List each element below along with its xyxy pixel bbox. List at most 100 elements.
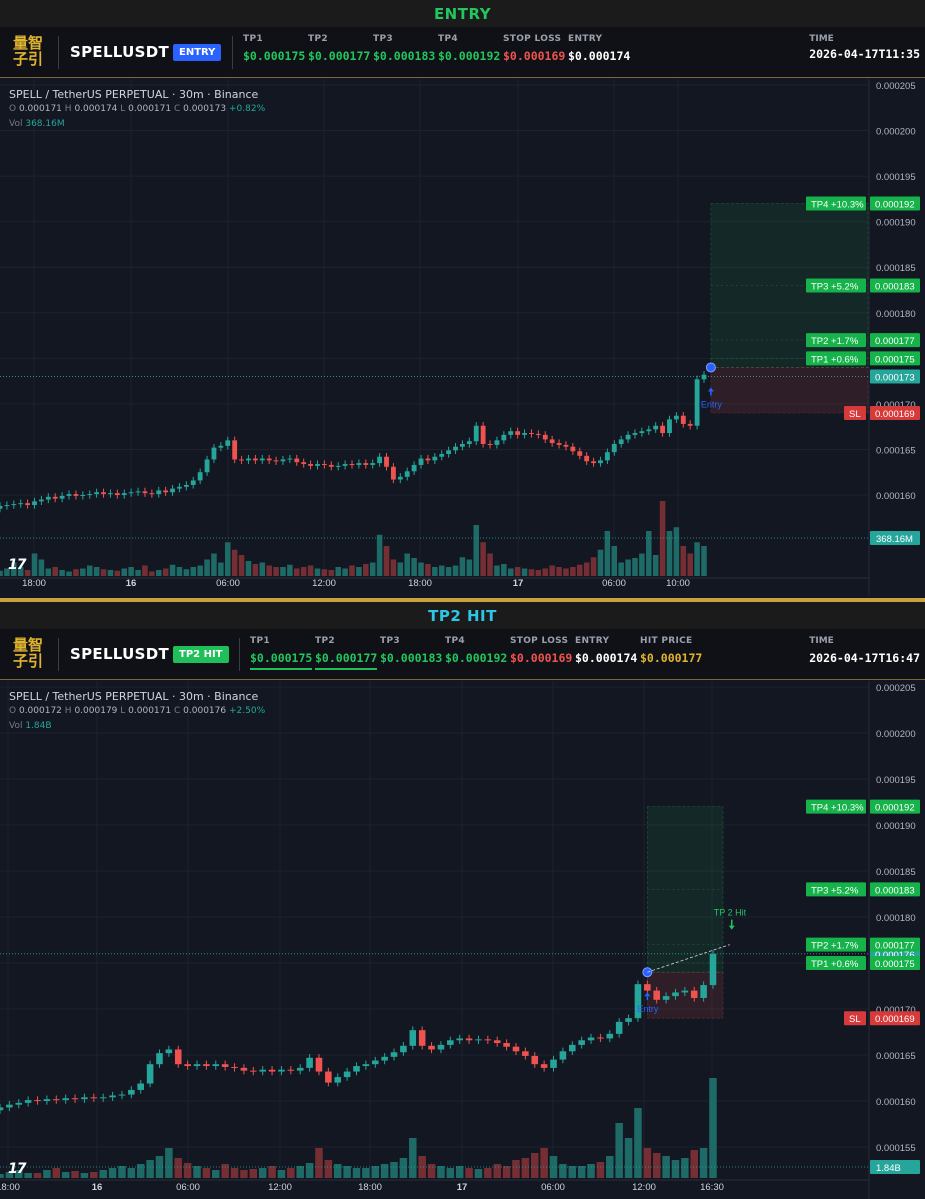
- volume-bar: [709, 1078, 717, 1178]
- candle-body: [690, 990, 698, 998]
- price-tick-label: 0.000160: [876, 491, 916, 502]
- volume-bar: [418, 562, 424, 576]
- volume-bar: [425, 564, 431, 576]
- tradingview-logo-icon[interactable]: 17: [8, 1161, 27, 1177]
- candle-body: [577, 451, 583, 456]
- candle-body: [142, 491, 148, 494]
- candle-body: [0, 1107, 4, 1111]
- candle-body: [687, 423, 693, 426]
- entry-arrow-icon: [644, 992, 651, 997]
- volume-bar: [404, 553, 410, 576]
- candle-body: [578, 1040, 585, 1045]
- volume-bar: [100, 569, 107, 576]
- candle-body: [390, 1052, 398, 1057]
- volume-bar: [296, 1166, 304, 1178]
- candle-body: [709, 953, 717, 986]
- volume-bar: [258, 1168, 267, 1178]
- candle-body: [334, 1077, 342, 1083]
- volume-bar: [128, 567, 134, 576]
- candle-body: [550, 1059, 557, 1068]
- volume-bar: [611, 546, 618, 576]
- signal-header: 量智 子引 SPELLUSDT ENTRY TP1 $0.000175 TP2 $0.0…: [0, 27, 925, 78]
- candle-body: [535, 433, 541, 435]
- candle-body: [531, 1055, 539, 1065]
- candle-body: [343, 1071, 351, 1078]
- trade-path: [647, 944, 730, 973]
- volume-bar: [376, 534, 383, 576]
- volume-bar: [114, 570, 121, 576]
- price-chart[interactable]: 0.000205 0.000200 0.000195 0.000190 0.000185…: [0, 79, 925, 595]
- time-tick-label: 17: [513, 578, 524, 589]
- volume-bar: [174, 1158, 183, 1178]
- volume-bar: [590, 557, 597, 576]
- volume-bar: [556, 567, 562, 576]
- volume-bar: [652, 555, 659, 576]
- level-name: TP4 +10.3%: [811, 803, 864, 814]
- candle-body: [174, 1049, 182, 1065]
- candle-body: [108, 493, 113, 495]
- time-value: 2026-04-17T16:47: [809, 651, 920, 665]
- price-tick-label: 0.000200: [876, 729, 916, 740]
- candle-body: [231, 1066, 238, 1068]
- volume-bar: [15, 1170, 23, 1178]
- candle-body: [453, 446, 458, 451]
- candle-body: [18, 503, 24, 505]
- field-label: ENTRY: [568, 34, 603, 44]
- volume-bar: [43, 1170, 51, 1178]
- volume-bar: [268, 1166, 276, 1178]
- candle-body: [606, 1033, 614, 1039]
- candle-body: [250, 1070, 257, 1072]
- candle-body: [604, 452, 610, 461]
- time-tick-label: 18:00: [0, 1182, 20, 1193]
- level-name-tag: [806, 278, 866, 293]
- candle-body: [170, 488, 175, 493]
- candle-body: [611, 443, 617, 453]
- candle-body: [4, 505, 10, 507]
- volume-bar: [45, 568, 52, 576]
- volume-bar: [521, 568, 528, 576]
- price-tick-label: 0.000195: [876, 172, 916, 183]
- candle-body: [128, 492, 134, 494]
- chart-canvas[interactable]: 0.000205 0.000200 0.000195 0.000190 0.000185…: [0, 681, 925, 1199]
- volume-bar: [559, 1164, 567, 1178]
- level-name: TP1 +0.6%: [811, 354, 859, 365]
- chart-canvas[interactable]: 0.000205 0.000200 0.000195 0.000190 0.000185…: [0, 79, 925, 595]
- candle-body: [353, 1066, 360, 1072]
- candle-body: [328, 464, 334, 467]
- candle-body: [101, 492, 106, 495]
- tradingview-logo-icon[interactable]: 17: [8, 557, 27, 573]
- candle-body: [335, 465, 341, 467]
- field-label: STOP LOSS: [510, 636, 569, 646]
- volume-bar: [643, 1148, 652, 1178]
- price-tick-label: 0.000190: [876, 821, 916, 832]
- candle-body: [680, 415, 686, 424]
- time-tick-label: 16: [92, 1182, 103, 1193]
- field-label: TP2: [308, 34, 328, 44]
- candle-body: [501, 434, 507, 441]
- volume-bar: [165, 1148, 173, 1178]
- level-price-tag: [870, 333, 920, 348]
- field-value: $0.000177: [640, 651, 703, 665]
- price-chart[interactable]: 0.000205 0.000200 0.000195 0.000190 0.000185…: [0, 681, 925, 1199]
- candle-body: [466, 441, 472, 444]
- header-divider: [58, 36, 59, 69]
- candle-body: [87, 494, 93, 496]
- candle-body: [646, 429, 652, 432]
- candle-body: [177, 486, 182, 489]
- candle-body: [301, 462, 307, 465]
- candle-body: [165, 1049, 173, 1054]
- candle-body: [71, 1098, 79, 1100]
- volume-bar: [71, 1171, 79, 1178]
- entry-label: Entry: [637, 1004, 659, 1014]
- volume-bar: [362, 1168, 370, 1178]
- volume-bar: [287, 564, 293, 576]
- volume-bar: [694, 542, 700, 576]
- candle-body: [618, 439, 624, 444]
- level-name: TP4 +10.3%: [811, 199, 864, 210]
- volume-bar: [521, 1158, 530, 1178]
- candle-body: [503, 1043, 510, 1047]
- candle-body: [211, 447, 217, 460]
- candle-body: [45, 496, 51, 500]
- volume-bar: [615, 1123, 623, 1178]
- volume-bar: [473, 525, 479, 576]
